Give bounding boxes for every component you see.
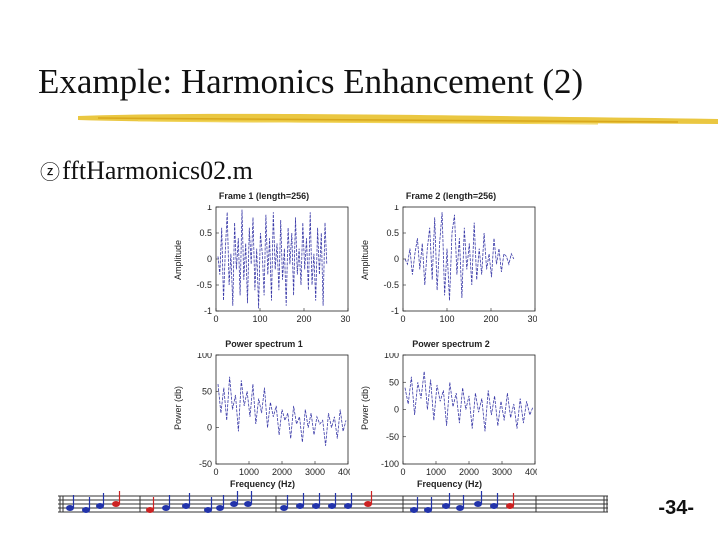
plot-title: Power spectrum 2 xyxy=(412,339,490,349)
x-tick-label: 1000 xyxy=(239,467,259,477)
bullet-item: ⓩfftHarmonics02.m xyxy=(40,156,253,186)
title-underline xyxy=(78,113,718,125)
y-tick-label: -1 xyxy=(391,306,399,316)
x-tick-label: 2000 xyxy=(272,467,292,477)
music-note-icon xyxy=(162,505,170,511)
plot-title: Frame 2 (length=256) xyxy=(405,191,497,201)
music-note-icon xyxy=(474,501,482,507)
music-note-icon xyxy=(442,503,450,509)
plot-canvas: 10.50-0.5-10100200300 xyxy=(383,202,542,324)
y-tick-label: 50 xyxy=(389,377,399,387)
plot-frame xyxy=(402,354,536,465)
plot-title: Power spectrum 1 xyxy=(225,339,303,349)
page-number: -34- xyxy=(658,497,694,519)
series-line xyxy=(404,212,515,301)
x-tick-label: 0 xyxy=(400,314,405,324)
plot-frame-2: Frame 2 (length=256) Amplitude 1 0.5 0 -0.5… xyxy=(360,191,543,325)
y-tick-label: 0 xyxy=(207,254,212,264)
music-note-icon xyxy=(296,503,304,509)
x-tick-label: 2000 xyxy=(459,467,479,477)
y-tick-label: -100 xyxy=(381,459,399,469)
plot-power-spectrum-2: Power spectrum 2 Power (db) Frequency (H… xyxy=(360,339,545,489)
music-note-icon xyxy=(410,507,418,513)
music-note-icon xyxy=(456,505,464,511)
music-note-icon xyxy=(506,503,514,509)
x-tick-label: 4000 xyxy=(525,467,537,477)
x-tick-label: 3000 xyxy=(492,467,512,477)
y-axis-label: Amplitude xyxy=(173,239,184,281)
plot-canvas: 10.50-0.5-10100200300 xyxy=(196,202,355,324)
x-axis-label: Frequency (Hz) xyxy=(230,479,296,489)
y-axis-label: Power (db) xyxy=(173,385,184,431)
plot-title: Frame 1 (length=256) xyxy=(218,191,310,201)
y-tick-label: 100 xyxy=(384,353,399,360)
y-tick-label: 0 xyxy=(207,423,212,433)
music-note-icon xyxy=(328,503,336,509)
music-note-icon xyxy=(96,503,104,509)
y-tick-label: 0.5 xyxy=(199,228,212,238)
y-tick-label: 0 xyxy=(394,254,399,264)
music-note-icon xyxy=(216,505,224,511)
music-note-icon xyxy=(424,507,432,513)
y-tick-label: -0.5 xyxy=(196,280,212,290)
y-tick-label: 100 xyxy=(197,353,212,360)
series-line xyxy=(404,371,534,432)
slide-title: Example: Harmonics Enhancement (2) xyxy=(38,62,584,101)
x-tick-label: 300 xyxy=(527,314,537,324)
y-tick-label: 50 xyxy=(202,386,212,396)
x-tick-label: 0 xyxy=(400,467,405,477)
series-line xyxy=(217,209,328,309)
x-tick-label: 3000 xyxy=(305,467,325,477)
music-note-icon xyxy=(82,507,90,513)
bullet-text: fftHarmonics02.m xyxy=(62,156,253,185)
x-tick-label: 0 xyxy=(213,467,218,477)
x-tick-label: 300 xyxy=(340,314,350,324)
music-note-icon xyxy=(204,507,212,513)
x-tick-label: 1000 xyxy=(426,467,446,477)
y-tick-label: 0 xyxy=(394,405,399,415)
y-axis-label: Amplitude xyxy=(360,239,371,281)
x-tick-label: 200 xyxy=(296,314,311,324)
x-tick-label: 4000 xyxy=(338,467,350,477)
y-tick-label: 0.5 xyxy=(386,228,399,238)
music-note-icon xyxy=(344,503,352,509)
x-tick-label: 100 xyxy=(439,314,454,324)
y-tick-label: -0.5 xyxy=(383,280,399,290)
music-note-icon xyxy=(182,503,190,509)
y-tick-label: -50 xyxy=(386,432,399,442)
music-note-icon xyxy=(490,503,498,509)
plot-power-spectrum-1: Power spectrum 1 Power (db) Frequency (H… xyxy=(173,339,358,489)
music-note-icon xyxy=(312,503,320,509)
x-axis-label: Frequency (Hz) xyxy=(417,479,483,489)
x-tick-label: 200 xyxy=(483,314,498,324)
x-tick-label: 0 xyxy=(213,314,218,324)
series-line xyxy=(217,376,347,446)
y-tick-label: 1 xyxy=(394,205,399,212)
y-tick-label: -50 xyxy=(199,459,212,469)
y-tick-label: 1 xyxy=(207,205,212,212)
music-note-icon xyxy=(364,501,372,507)
music-note-icon xyxy=(112,501,120,507)
music-note-icon xyxy=(244,501,252,507)
z-bullet-icon: ⓩ xyxy=(40,160,60,184)
music-note-icon xyxy=(280,505,288,511)
music-staff-decoration xyxy=(58,491,608,513)
music-note-icon xyxy=(146,507,154,513)
y-axis-label: Power (db) xyxy=(360,385,371,431)
plot-frame-1: Frame 1 (length=256) Amplitude 1 0.5 0 -0.5… xyxy=(173,191,356,325)
music-note-icon xyxy=(66,505,74,511)
plot-frame xyxy=(402,206,536,312)
y-tick-label: -1 xyxy=(204,306,212,316)
music-note-icon xyxy=(230,501,238,507)
x-tick-label: 100 xyxy=(252,314,267,324)
